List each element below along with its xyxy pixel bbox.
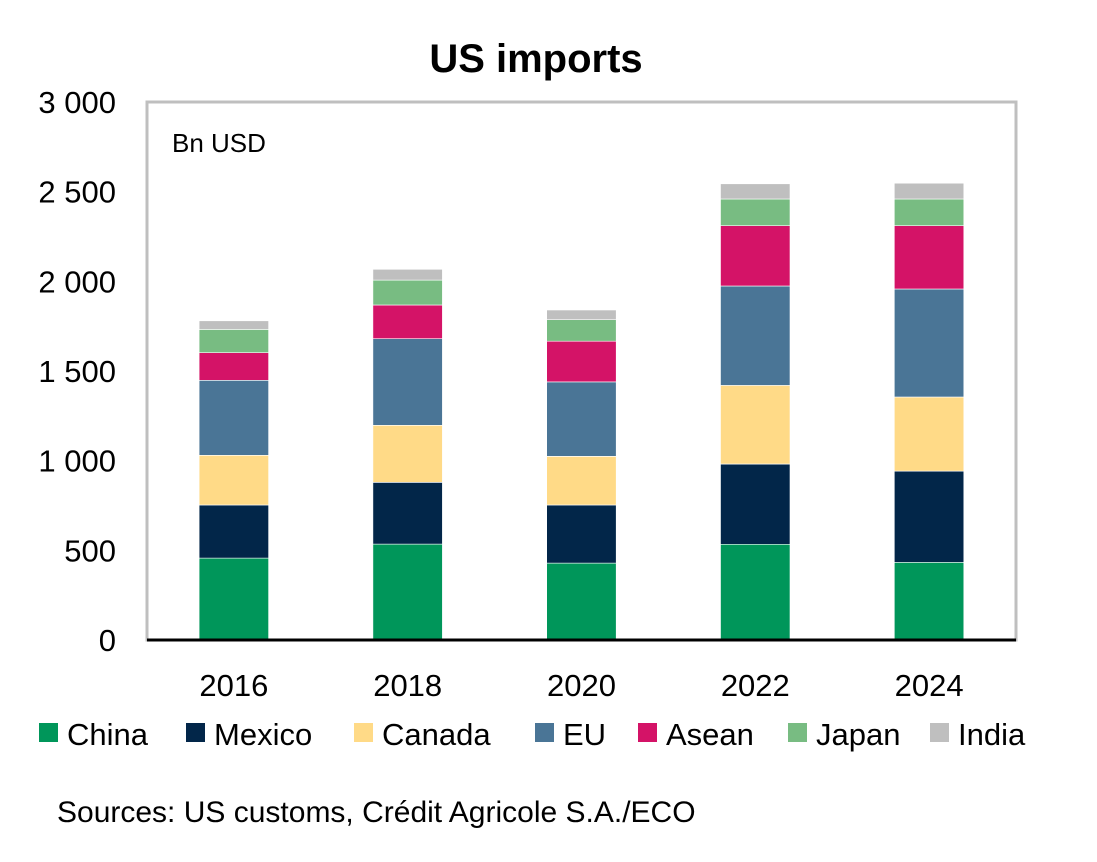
bar-segment-china-2024 <box>893 561 965 641</box>
y-tick-label: 1 500 <box>38 354 116 389</box>
bar-segment-china-2020 <box>546 562 617 641</box>
bar-segment-canada-2016 <box>198 454 269 506</box>
bar-segment-canada-2020 <box>546 456 617 506</box>
legend-item-asean: Asean <box>638 717 754 752</box>
bar-segment-asean-2024 <box>893 225 965 290</box>
y-tick-label: 1 000 <box>38 444 116 479</box>
bar-segment-china-2022 <box>720 543 791 641</box>
unit-label: Bn USD <box>172 128 266 158</box>
legend-label: Japan <box>816 717 900 752</box>
source-note: Sources: US customs, Crédit Agricole S.A… <box>57 796 696 829</box>
legend-label: India <box>958 717 1026 752</box>
bar-segment-japan-2018 <box>372 279 443 306</box>
x-tick-label: 2020 <box>547 668 616 703</box>
bar-segment-china-2018 <box>372 543 443 641</box>
bar-segment-mexico-2020 <box>546 504 617 564</box>
bar-segment-japan-2020 <box>546 319 617 342</box>
bar-stack-2020 <box>546 309 617 641</box>
bar-stack-2022 <box>720 183 791 641</box>
x-tick-label: 2022 <box>721 668 790 703</box>
bar-segment-mexico-2018 <box>372 482 443 545</box>
x-tick-label: 2018 <box>373 668 442 703</box>
bar-segment-mexico-2016 <box>198 504 269 559</box>
bar-segment-india-2018 <box>372 268 443 281</box>
legend-item-eu: EU <box>535 717 606 752</box>
legend-swatch <box>930 723 949 742</box>
bar-segment-canada-2022 <box>720 384 791 465</box>
bar-segment-asean-2020 <box>546 340 617 383</box>
bar-segment-india-2020 <box>546 309 617 320</box>
legend-label: EU <box>563 717 606 752</box>
chart-title: US imports <box>429 37 642 81</box>
legend-swatch <box>535 723 554 742</box>
legend-item-india: India <box>930 717 1026 752</box>
legend-item-canada: Canada <box>354 717 491 752</box>
bar-segment-eu-2022 <box>720 285 791 386</box>
y-tick-label: 0 <box>99 623 116 658</box>
y-tick-label: 2 500 <box>38 175 116 210</box>
legend-item-japan: Japan <box>788 717 900 752</box>
bar-segment-asean-2022 <box>720 225 791 287</box>
legend-label: Canada <box>382 717 491 752</box>
bar-stack-2018 <box>372 268 443 641</box>
bar-segment-asean-2018 <box>372 304 443 340</box>
legend-label: China <box>67 717 149 752</box>
bar-segment-india-2016 <box>198 320 269 330</box>
legend-label: Asean <box>666 717 754 752</box>
legend-item-mexico: Mexico <box>186 717 312 752</box>
bar-segment-japan-2016 <box>198 329 269 353</box>
legend: China Mexico Canada EU Asean Japan India <box>39 717 1026 752</box>
bar-segment-asean-2016 <box>198 352 269 381</box>
bar-segment-japan-2022 <box>720 198 791 227</box>
bar-segment-eu-2016 <box>198 379 269 456</box>
bar-segment-china-2016 <box>198 557 269 641</box>
bars-group <box>198 182 965 641</box>
y-tick-label: 500 <box>64 533 116 568</box>
bar-segment-canada-2024 <box>893 396 965 472</box>
bar-stack-2016 <box>198 320 269 641</box>
y-tick-label: 3 000 <box>38 85 116 120</box>
y-axis-tick-labels: 0 500 1 000 1 500 2 000 2 500 3 000 <box>38 85 116 658</box>
bar-segment-mexico-2024 <box>893 470 965 563</box>
bar-segment-india-2022 <box>720 183 791 200</box>
x-axis-tick-labels: 2016 2018 2020 2022 2024 <box>199 668 963 703</box>
bar-segment-eu-2020 <box>546 381 617 457</box>
legend-swatch <box>354 723 373 742</box>
x-tick-label: 2024 <box>895 668 964 703</box>
y-tick-label: 2 000 <box>38 264 116 299</box>
bar-segment-japan-2024 <box>893 198 965 227</box>
legend-swatch <box>186 723 205 742</box>
legend-label: Mexico <box>214 717 312 752</box>
legend-swatch <box>39 723 58 742</box>
bar-segment-eu-2024 <box>893 288 965 398</box>
legend-item-china: China <box>39 717 149 752</box>
x-tick-label: 2016 <box>199 668 268 703</box>
bar-segment-eu-2018 <box>372 338 443 426</box>
bar-segment-india-2024 <box>893 182 965 200</box>
bar-stack-2024 <box>893 182 965 641</box>
bar-segment-mexico-2022 <box>720 463 791 545</box>
legend-swatch <box>638 723 657 742</box>
bar-segment-canada-2018 <box>372 424 443 483</box>
legend-swatch <box>788 723 807 742</box>
